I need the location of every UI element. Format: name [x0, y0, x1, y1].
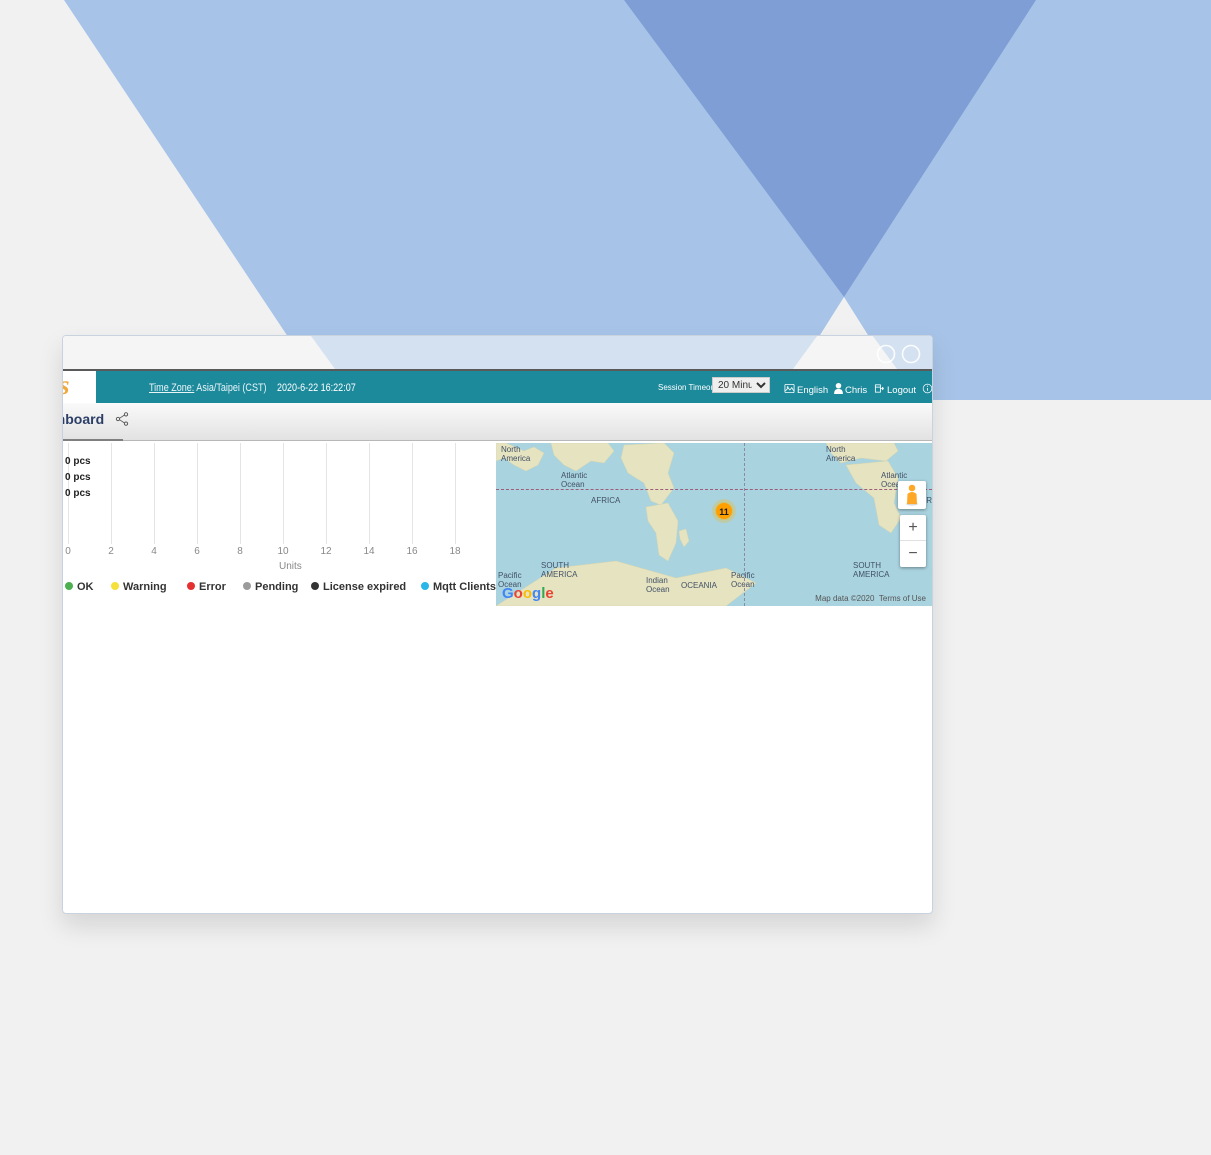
- svg-text:11: 11: [719, 507, 729, 517]
